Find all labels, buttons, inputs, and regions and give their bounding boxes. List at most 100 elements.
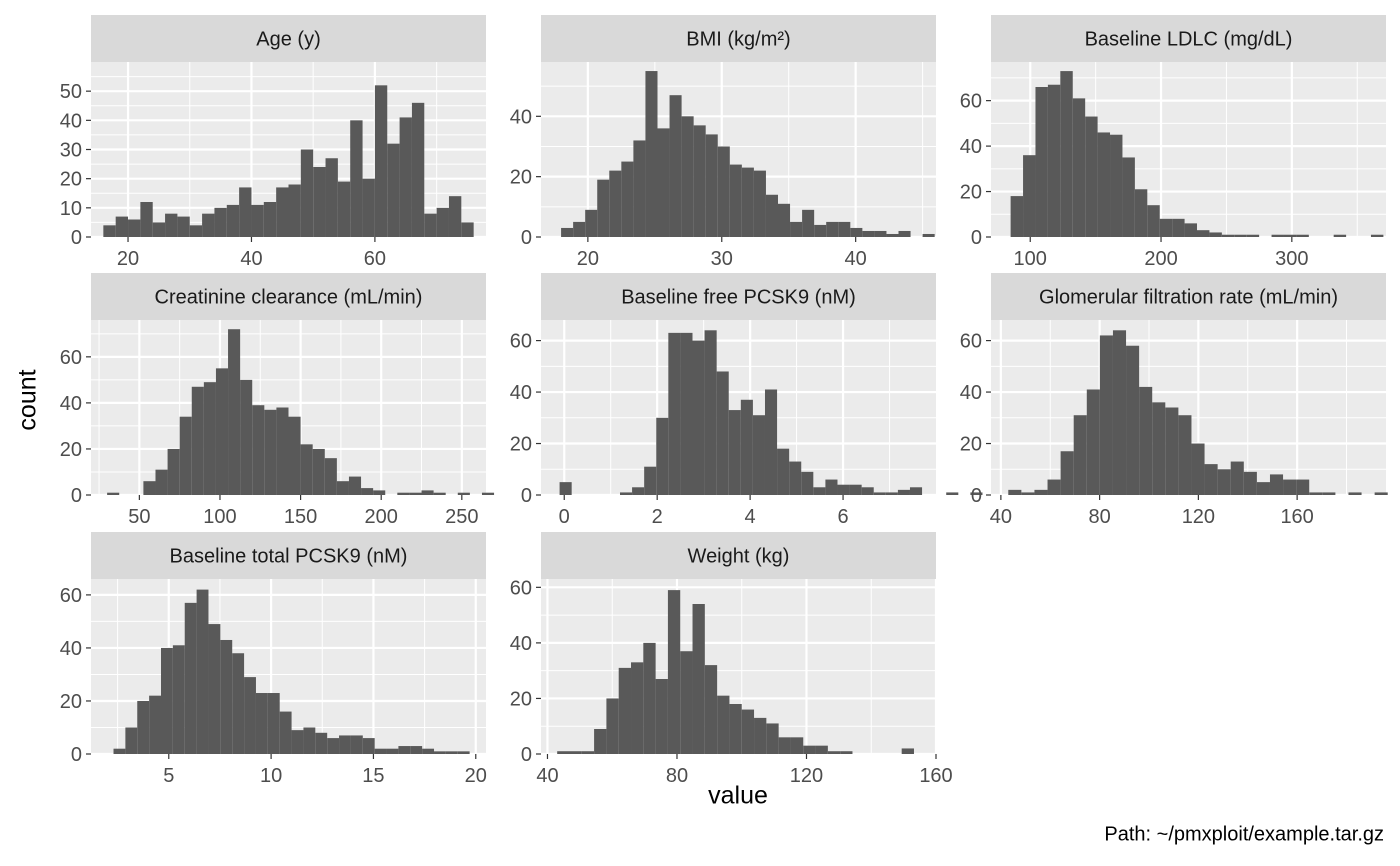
histogram-bar [1309, 492, 1323, 495]
histogram-bar [1197, 230, 1210, 237]
facet-strip [541, 273, 936, 320]
y-tick-label: 0 [971, 485, 982, 507]
facet-title: Baseline total PCSK9 (nM) [170, 546, 408, 568]
facet-title: BMI (kg/m²) [686, 29, 790, 51]
histogram-bar [337, 181, 351, 237]
histogram-bar [873, 492, 886, 495]
histogram-bar [620, 492, 633, 495]
x-tick-label: 40 [240, 248, 262, 270]
histogram-bar [386, 748, 399, 754]
histogram-bar [681, 116, 694, 237]
histogram-bar [1230, 461, 1244, 495]
histogram-bar [1269, 474, 1284, 495]
histogram-bar [1023, 155, 1036, 237]
histogram-bar [361, 488, 374, 495]
histogram-bar [1204, 464, 1218, 495]
histogram-bar [362, 178, 375, 237]
histogram-bar [1333, 234, 1347, 237]
y-tick-label: 40 [960, 136, 982, 158]
histogram-bar [300, 149, 314, 237]
y-tick-label: 40 [510, 382, 532, 404]
facet-panel-7: Baseline total PCSK9 (nM) 0 20 40 60 5 10 15 20 [60, 532, 487, 787]
facet-panel-3: Baseline LDLC (mg/dL) 0 20 40 60 100 200 300 [960, 15, 1386, 270]
histogram-bar [1152, 402, 1166, 495]
histogram-bar [1047, 84, 1061, 238]
histogram-bar [461, 222, 474, 237]
histogram-bar [336, 481, 349, 495]
histogram-bar [778, 737, 791, 754]
histogram-bar [481, 492, 495, 495]
x-tick-label: 4 [745, 506, 756, 528]
x-tick-label: 6 [837, 506, 848, 528]
histogram-bar [325, 158, 338, 237]
histogram-bar [1010, 196, 1024, 237]
y-tick-label: 0 [521, 744, 532, 766]
histogram-bar [606, 698, 619, 754]
histogram-bar [240, 379, 253, 495]
histogram-bar [303, 727, 316, 754]
histogram-bar [149, 695, 161, 754]
facet-title: Baseline free PCSK9 (nM) [621, 287, 856, 309]
histogram-bar [789, 461, 802, 495]
x-tick-label: 120 [1182, 506, 1215, 528]
histogram-bar [327, 738, 340, 754]
histogram-bar [705, 134, 718, 237]
histogram-bar [1243, 471, 1257, 495]
histogram-bar [348, 476, 362, 495]
histogram-bar [251, 204, 264, 237]
x-axis-title: value [708, 781, 768, 810]
histogram-bar [1008, 489, 1022, 495]
facet-strip [541, 532, 936, 579]
histogram-bar [1283, 234, 1297, 237]
histogram-bar [886, 233, 899, 237]
y-tick-label: 0 [71, 227, 82, 249]
facet-title: Baseline LDLC (mg/dL) [1085, 29, 1293, 51]
histogram-bar [115, 216, 129, 237]
histogram-bar [885, 492, 898, 495]
histogram-bar [633, 140, 646, 237]
histogram-bar [837, 484, 850, 495]
histogram-bar [777, 448, 790, 495]
y-tick-label: 20 [60, 439, 82, 461]
histogram-bar [179, 416, 192, 495]
histogram-bar [667, 590, 681, 754]
histogram-bar [741, 167, 754, 237]
histogram-bar [165, 213, 178, 237]
histogram-bar [1184, 223, 1198, 237]
histogram-bar [1034, 489, 1048, 495]
histogram-bar [1099, 335, 1113, 495]
histogram-bar [1296, 479, 1310, 495]
histogram-bar [753, 170, 766, 237]
histogram-bar [208, 624, 221, 754]
y-tick-label: 60 [60, 347, 82, 369]
histogram-bar [312, 448, 325, 495]
histogram-bar [1221, 234, 1235, 237]
facet-strip [991, 273, 1386, 320]
x-tick-label: 120 [790, 765, 823, 787]
histogram-bar [1374, 492, 1388, 495]
y-tick-label: 20 [510, 167, 532, 189]
y-tick-label: 60 [510, 331, 532, 353]
histogram-bar [411, 102, 425, 237]
histogram-bar [1134, 189, 1148, 237]
x-tick-label: 200 [1144, 248, 1177, 270]
histogram-bar [143, 481, 156, 495]
histogram-bar [765, 194, 778, 237]
histogram-bar [374, 748, 387, 754]
x-tick-label: 0 [559, 506, 570, 528]
histogram-bar [898, 230, 911, 237]
y-tick-label: 20 [960, 182, 982, 204]
y-tick-label: 40 [960, 382, 982, 404]
histogram-bar [861, 487, 874, 495]
histogram-bar [656, 417, 669, 495]
histogram-bar [827, 751, 841, 754]
x-tick-label: 20 [577, 248, 599, 270]
histogram-bar [740, 399, 753, 495]
histogram-bar [288, 416, 301, 495]
histogram-bar [128, 219, 141, 237]
x-tick-label: 100 [203, 506, 236, 528]
histogram-bar [1209, 232, 1222, 237]
histogram-bar [585, 209, 598, 237]
histogram-bar [1035, 87, 1048, 237]
